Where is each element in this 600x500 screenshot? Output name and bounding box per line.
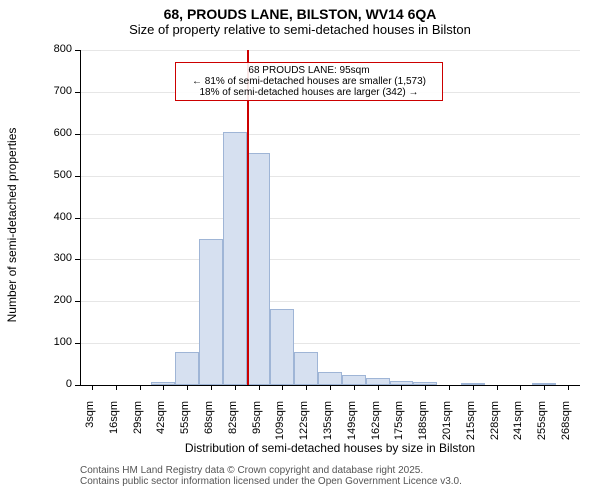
annotation-box: 68 PROUDS LANE: 95sqm← 81% of semi-detac…: [175, 62, 443, 101]
annotation-line: 18% of semi-detached houses are larger (…: [180, 87, 438, 98]
y-axis-line: [80, 50, 81, 385]
histogram-bar: [366, 378, 390, 385]
gridline-h: [80, 301, 580, 302]
chart-subtitle: Size of property relative to semi-detach…: [0, 22, 600, 37]
gridline-h: [80, 50, 580, 51]
histogram-bar: [318, 372, 342, 385]
plot-area: 68 PROUDS LANE: 95sqm← 81% of semi-detac…: [80, 50, 580, 385]
y-tick-label: 700: [0, 85, 72, 97]
x-axis-label: Distribution of semi-detached houses by …: [80, 441, 580, 455]
y-tick-label: 200: [0, 294, 72, 306]
y-tick-label: 300: [0, 252, 72, 264]
chart-root: 68, PROUDS LANE, BILSTON, WV14 6QA Size …: [0, 0, 600, 500]
footer-line: Contains public sector information licen…: [80, 476, 462, 487]
x-axis-line: [80, 385, 580, 386]
footer-line: Contains HM Land Registry data © Crown c…: [80, 465, 462, 476]
y-tick-label: 400: [0, 211, 72, 223]
y-tick-label: 500: [0, 169, 72, 181]
y-tick-label: 0: [0, 378, 72, 390]
histogram-bar: [199, 239, 223, 385]
gridline-h: [80, 343, 580, 344]
histogram-bar: [223, 132, 247, 385]
histogram-bar: [175, 352, 199, 385]
histogram-bar: [247, 153, 271, 385]
gridline-h: [80, 176, 580, 177]
annotation-line: ← 81% of semi-detached houses are smalle…: [180, 76, 438, 87]
gridline-h: [80, 259, 580, 260]
chart-footer: Contains HM Land Registry data © Crown c…: [80, 465, 462, 487]
y-tick-label: 100: [0, 336, 72, 348]
gridline-h: [80, 134, 580, 135]
annotation-line: 68 PROUDS LANE: 95sqm: [180, 65, 438, 76]
chart-title: 68, PROUDS LANE, BILSTON, WV14 6QA: [0, 0, 600, 22]
histogram-bar: [342, 375, 366, 385]
y-tick-label: 800: [0, 43, 72, 55]
histogram-bar: [294, 352, 318, 385]
histogram-bar: [270, 309, 294, 385]
gridline-h: [80, 218, 580, 219]
y-tick-label: 600: [0, 127, 72, 139]
